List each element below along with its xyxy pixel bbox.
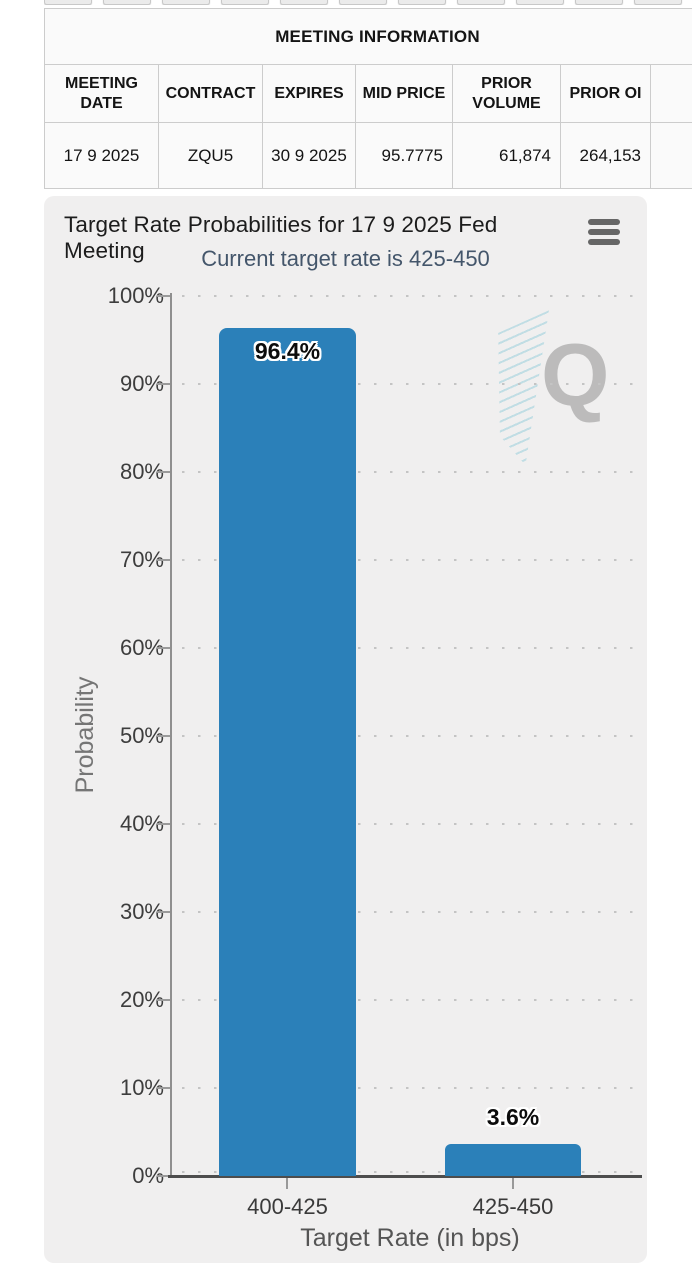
cell-contract: ZQU5: [158, 122, 263, 189]
ytick-mark: [157, 735, 170, 737]
y-axis-line: [170, 293, 172, 1177]
tab-stub[interactable]: [162, 0, 210, 5]
col-header-mid-price: MID PRICE: [355, 64, 453, 123]
ytick-mark: [157, 1087, 170, 1089]
col-header-expires: EXPIRES: [262, 64, 356, 123]
ytick-mark: [157, 999, 170, 1001]
bar-value-400-425: 96.4%: [254, 338, 321, 364]
ytick-30: 30%: [119, 899, 164, 924]
ytick-100: 100%: [107, 283, 164, 308]
col-header-contract: CONTRACT: [158, 64, 263, 123]
cell-cutoff: [649, 122, 692, 189]
cell-meeting-date: 17 9 2025: [44, 122, 159, 189]
ytick-mark: [157, 911, 170, 913]
ytick-10: 10%: [119, 1075, 164, 1100]
table-row: 17 9 2025 ZQU5 30 9 2025 95.7775 61,874 …: [44, 122, 692, 189]
ytick-mark: [157, 647, 170, 649]
bar-400-425[interactable]: [219, 327, 356, 1176]
meeting-information-table: MEETING INFORMATION MEETING DATE CONTRAC…: [44, 8, 692, 190]
xcat-400-425: 400-425: [247, 1194, 328, 1219]
gridline-80: [182, 471, 640, 473]
tab-stub[interactable]: [634, 0, 682, 5]
ytick-mark: [157, 383, 170, 385]
xcat-425-450: 425-450: [472, 1194, 554, 1219]
ytick-mark: [157, 1175, 170, 1177]
gridline-0: [182, 1171, 640, 1173]
gridline-40: [182, 823, 640, 825]
tab-stub[interactable]: [44, 0, 92, 5]
gridline-70: [182, 559, 640, 561]
tab-stub[interactable]: [516, 0, 564, 5]
xtick-mark: [286, 1178, 288, 1189]
gridline-90: [182, 383, 640, 385]
gridline-30: [182, 911, 640, 913]
gridline-50: [182, 735, 640, 737]
tab-stub[interactable]: [398, 0, 446, 5]
ytick-90: 90%: [119, 371, 164, 396]
tab-stub[interactable]: [457, 0, 505, 5]
ytick-0: 0%: [132, 1163, 164, 1188]
tab-stub[interactable]: [575, 0, 623, 5]
tab-stub[interactable]: [221, 0, 269, 5]
watermark-q-logo: Q: [541, 325, 610, 424]
hamburger-menu-icon[interactable]: [588, 216, 624, 248]
bar-425-450[interactable]: [445, 1144, 581, 1176]
cell-mid-price: 95.7775: [355, 122, 453, 189]
ytick-50: 50%: [119, 723, 164, 748]
cell-prior-volume: 61,874: [452, 122, 561, 189]
ytick-mark: [157, 823, 170, 825]
ytick-60: 60%: [119, 635, 164, 660]
ytick-mark: [157, 295, 170, 297]
bar-value-425-450: 3.6%: [486, 1104, 540, 1130]
cell-prior-oi: 264,153: [560, 122, 651, 189]
ytick-mark: [157, 559, 170, 561]
gridline-100: [182, 295, 640, 297]
ytick-mark: [157, 471, 170, 473]
y-axis-title: Probability: [71, 676, 99, 794]
col-header-prior-oi: PRIOR OI: [560, 64, 651, 123]
gridline-20: [182, 999, 640, 1001]
ytick-80: 80%: [119, 459, 164, 484]
table-title: MEETING INFORMATION: [44, 8, 692, 65]
ytick-70: 70%: [119, 547, 164, 572]
gridline-60: [182, 647, 640, 649]
col-header-meeting-date: MEETING DATE: [44, 64, 159, 123]
probability-chart-card: Target Rate Probabilities for 17 9 2025 …: [44, 196, 647, 1263]
x-axis-line: [168, 1175, 642, 1178]
top-tab-strip: [44, 0, 692, 5]
col-header-cutoff: [649, 64, 692, 123]
tab-stub[interactable]: [103, 0, 151, 5]
xtick-mark: [512, 1178, 514, 1189]
chart-title: Target Rate Probabilities for 17 9 2025 …: [64, 212, 498, 263]
chart-subtitle: Current target rate is 425-450: [201, 246, 490, 271]
hamburger-bar: [588, 219, 620, 225]
gridline-10: [182, 1087, 640, 1089]
col-header-prior-volume: PRIOR VOLUME: [452, 64, 561, 123]
tab-stub[interactable]: [280, 0, 328, 5]
hamburger-bar: [588, 229, 620, 235]
ytick-40: 40%: [119, 811, 164, 836]
tab-stub[interactable]: [339, 0, 387, 5]
hamburger-bar: [588, 239, 620, 245]
x-axis-title: Target Rate (in bps): [300, 1224, 520, 1252]
cell-expires: 30 9 2025: [262, 122, 356, 189]
ytick-20: 20%: [119, 987, 164, 1012]
